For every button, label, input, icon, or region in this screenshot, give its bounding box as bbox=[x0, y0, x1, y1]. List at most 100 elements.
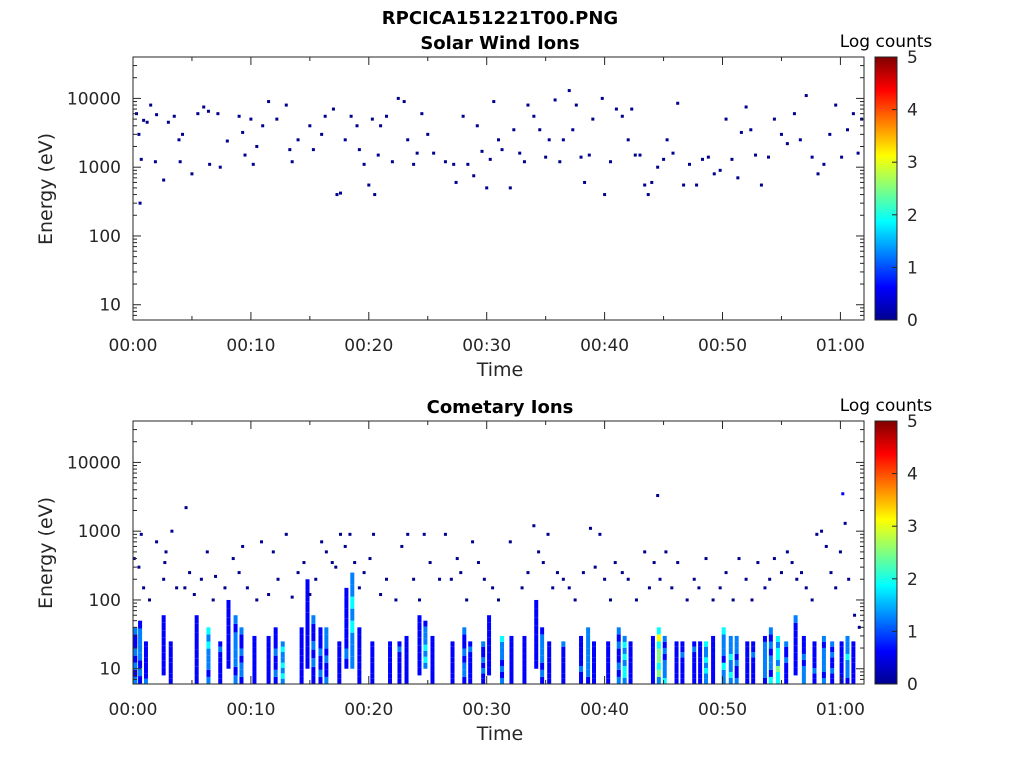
heatmap-cell bbox=[343, 544, 347, 548]
heatmap-cell bbox=[455, 557, 459, 561]
heatmap-cell bbox=[592, 673, 597, 679]
heatmap-cell bbox=[600, 96, 604, 100]
heatmap-cell bbox=[540, 648, 545, 656]
colorbar-tick-label: 4 bbox=[907, 465, 918, 485]
heatmap-cell bbox=[318, 676, 323, 684]
heatmap-cell bbox=[261, 124, 265, 128]
heatmap-cell bbox=[266, 635, 271, 642]
heatmap-cell bbox=[692, 577, 696, 581]
heatmap-cell bbox=[183, 586, 187, 590]
heatmap-cell bbox=[357, 662, 362, 670]
heatmap-cell bbox=[343, 138, 347, 142]
heatmap-cell bbox=[579, 671, 584, 678]
heatmap-cell bbox=[430, 671, 435, 678]
heatmap-cell bbox=[133, 676, 138, 684]
heatmap-cell bbox=[839, 673, 844, 679]
heatmap-cell bbox=[579, 665, 584, 672]
heatmap-cell bbox=[481, 678, 486, 684]
heatmap-cell bbox=[688, 162, 692, 166]
heatmap-cell bbox=[616, 634, 621, 642]
heatmap-cell bbox=[226, 625, 231, 635]
heatmap-cell bbox=[695, 183, 699, 187]
heatmap-cell bbox=[133, 662, 138, 670]
heatmap-cell bbox=[252, 659, 257, 666]
heatmap-cell bbox=[428, 561, 432, 565]
heatmap-cell bbox=[266, 665, 271, 672]
heatmap-cell bbox=[350, 656, 355, 669]
heatmap-cell bbox=[388, 657, 393, 663]
heatmap-cell bbox=[734, 659, 739, 666]
heatmap-cell bbox=[801, 665, 806, 672]
heatmap-cell bbox=[324, 655, 329, 663]
heatmap-cell bbox=[233, 632, 238, 642]
heatmap-cell bbox=[628, 662, 633, 669]
heatmap-cell bbox=[839, 641, 844, 647]
heatmap-cell bbox=[252, 647, 257, 654]
heatmap-cell bbox=[821, 659, 826, 666]
heatmap-cell bbox=[793, 630, 798, 638]
heatmap-cell bbox=[622, 671, 627, 678]
heatmap-cell bbox=[334, 565, 338, 569]
heatmap-cell bbox=[481, 646, 486, 653]
heatmap-cell bbox=[299, 662, 304, 670]
heatmap-cell bbox=[139, 157, 143, 161]
heatmap-cell bbox=[622, 677, 627, 684]
heatmap-cell bbox=[692, 662, 697, 669]
heatmap-cell bbox=[745, 678, 750, 684]
heatmap-cell bbox=[266, 653, 271, 660]
heatmap-cell bbox=[388, 662, 393, 669]
heatmap-cell bbox=[772, 117, 776, 121]
heatmap-cell bbox=[656, 627, 661, 635]
heatmap-cell bbox=[547, 138, 551, 142]
heatmap-cell bbox=[324, 641, 329, 649]
heatmap-cell bbox=[423, 644, 428, 651]
heatmap-cell bbox=[430, 677, 435, 684]
heatmap-cell bbox=[724, 117, 728, 121]
heatmap-cell bbox=[656, 165, 660, 169]
heatmap-cell bbox=[379, 593, 383, 597]
heatmap-cell bbox=[299, 648, 304, 656]
heatmap-cell bbox=[206, 634, 211, 642]
heatmap-cell bbox=[847, 577, 851, 581]
heatmap-cell bbox=[616, 627, 621, 635]
heatmap-cell bbox=[335, 193, 339, 197]
heatmap-cell bbox=[628, 652, 633, 658]
heatmap-cell bbox=[845, 677, 850, 684]
heatmap-cell bbox=[423, 626, 428, 633]
heatmap-cell bbox=[586, 641, 591, 649]
heatmap-cell bbox=[161, 622, 166, 631]
heatmap-cell bbox=[430, 653, 435, 660]
heatmap-cell bbox=[357, 627, 362, 635]
heatmap-cell bbox=[194, 632, 199, 642]
x-axis-label: Time bbox=[476, 723, 524, 745]
heatmap-cell bbox=[243, 153, 247, 157]
heatmap-cell bbox=[355, 124, 359, 128]
heatmap-cell bbox=[404, 647, 409, 654]
heatmap-cell bbox=[324, 627, 329, 635]
heatmap-cell bbox=[628, 646, 633, 653]
heatmap-cell bbox=[609, 598, 613, 602]
heatmap-cell bbox=[538, 128, 542, 132]
heatmap-cell bbox=[540, 676, 545, 684]
heatmap-cell bbox=[784, 662, 789, 669]
heatmap-cell bbox=[314, 577, 318, 581]
heatmap-cell bbox=[606, 678, 611, 684]
heatmap-cell bbox=[779, 571, 783, 575]
heatmap-cell bbox=[500, 635, 505, 642]
heatmap-cell bbox=[397, 657, 402, 663]
heatmap-cell bbox=[331, 107, 335, 111]
heatmap-cell bbox=[406, 138, 410, 142]
heatmap-cell bbox=[821, 677, 826, 684]
heatmap-cell bbox=[497, 598, 500, 602]
heatmap-cell bbox=[362, 571, 366, 575]
heatmap-cell bbox=[728, 635, 733, 642]
heatmap-cell bbox=[143, 646, 148, 653]
heatmap-cell bbox=[586, 655, 591, 663]
heatmap-cell bbox=[830, 673, 835, 679]
heatmap-cell bbox=[643, 183, 647, 187]
heatmap-cell bbox=[208, 162, 212, 166]
heatmap-cell bbox=[143, 662, 148, 669]
heatmap-cell bbox=[318, 662, 323, 670]
heatmap-cell bbox=[273, 634, 278, 642]
heatmap-cell bbox=[487, 660, 492, 668]
